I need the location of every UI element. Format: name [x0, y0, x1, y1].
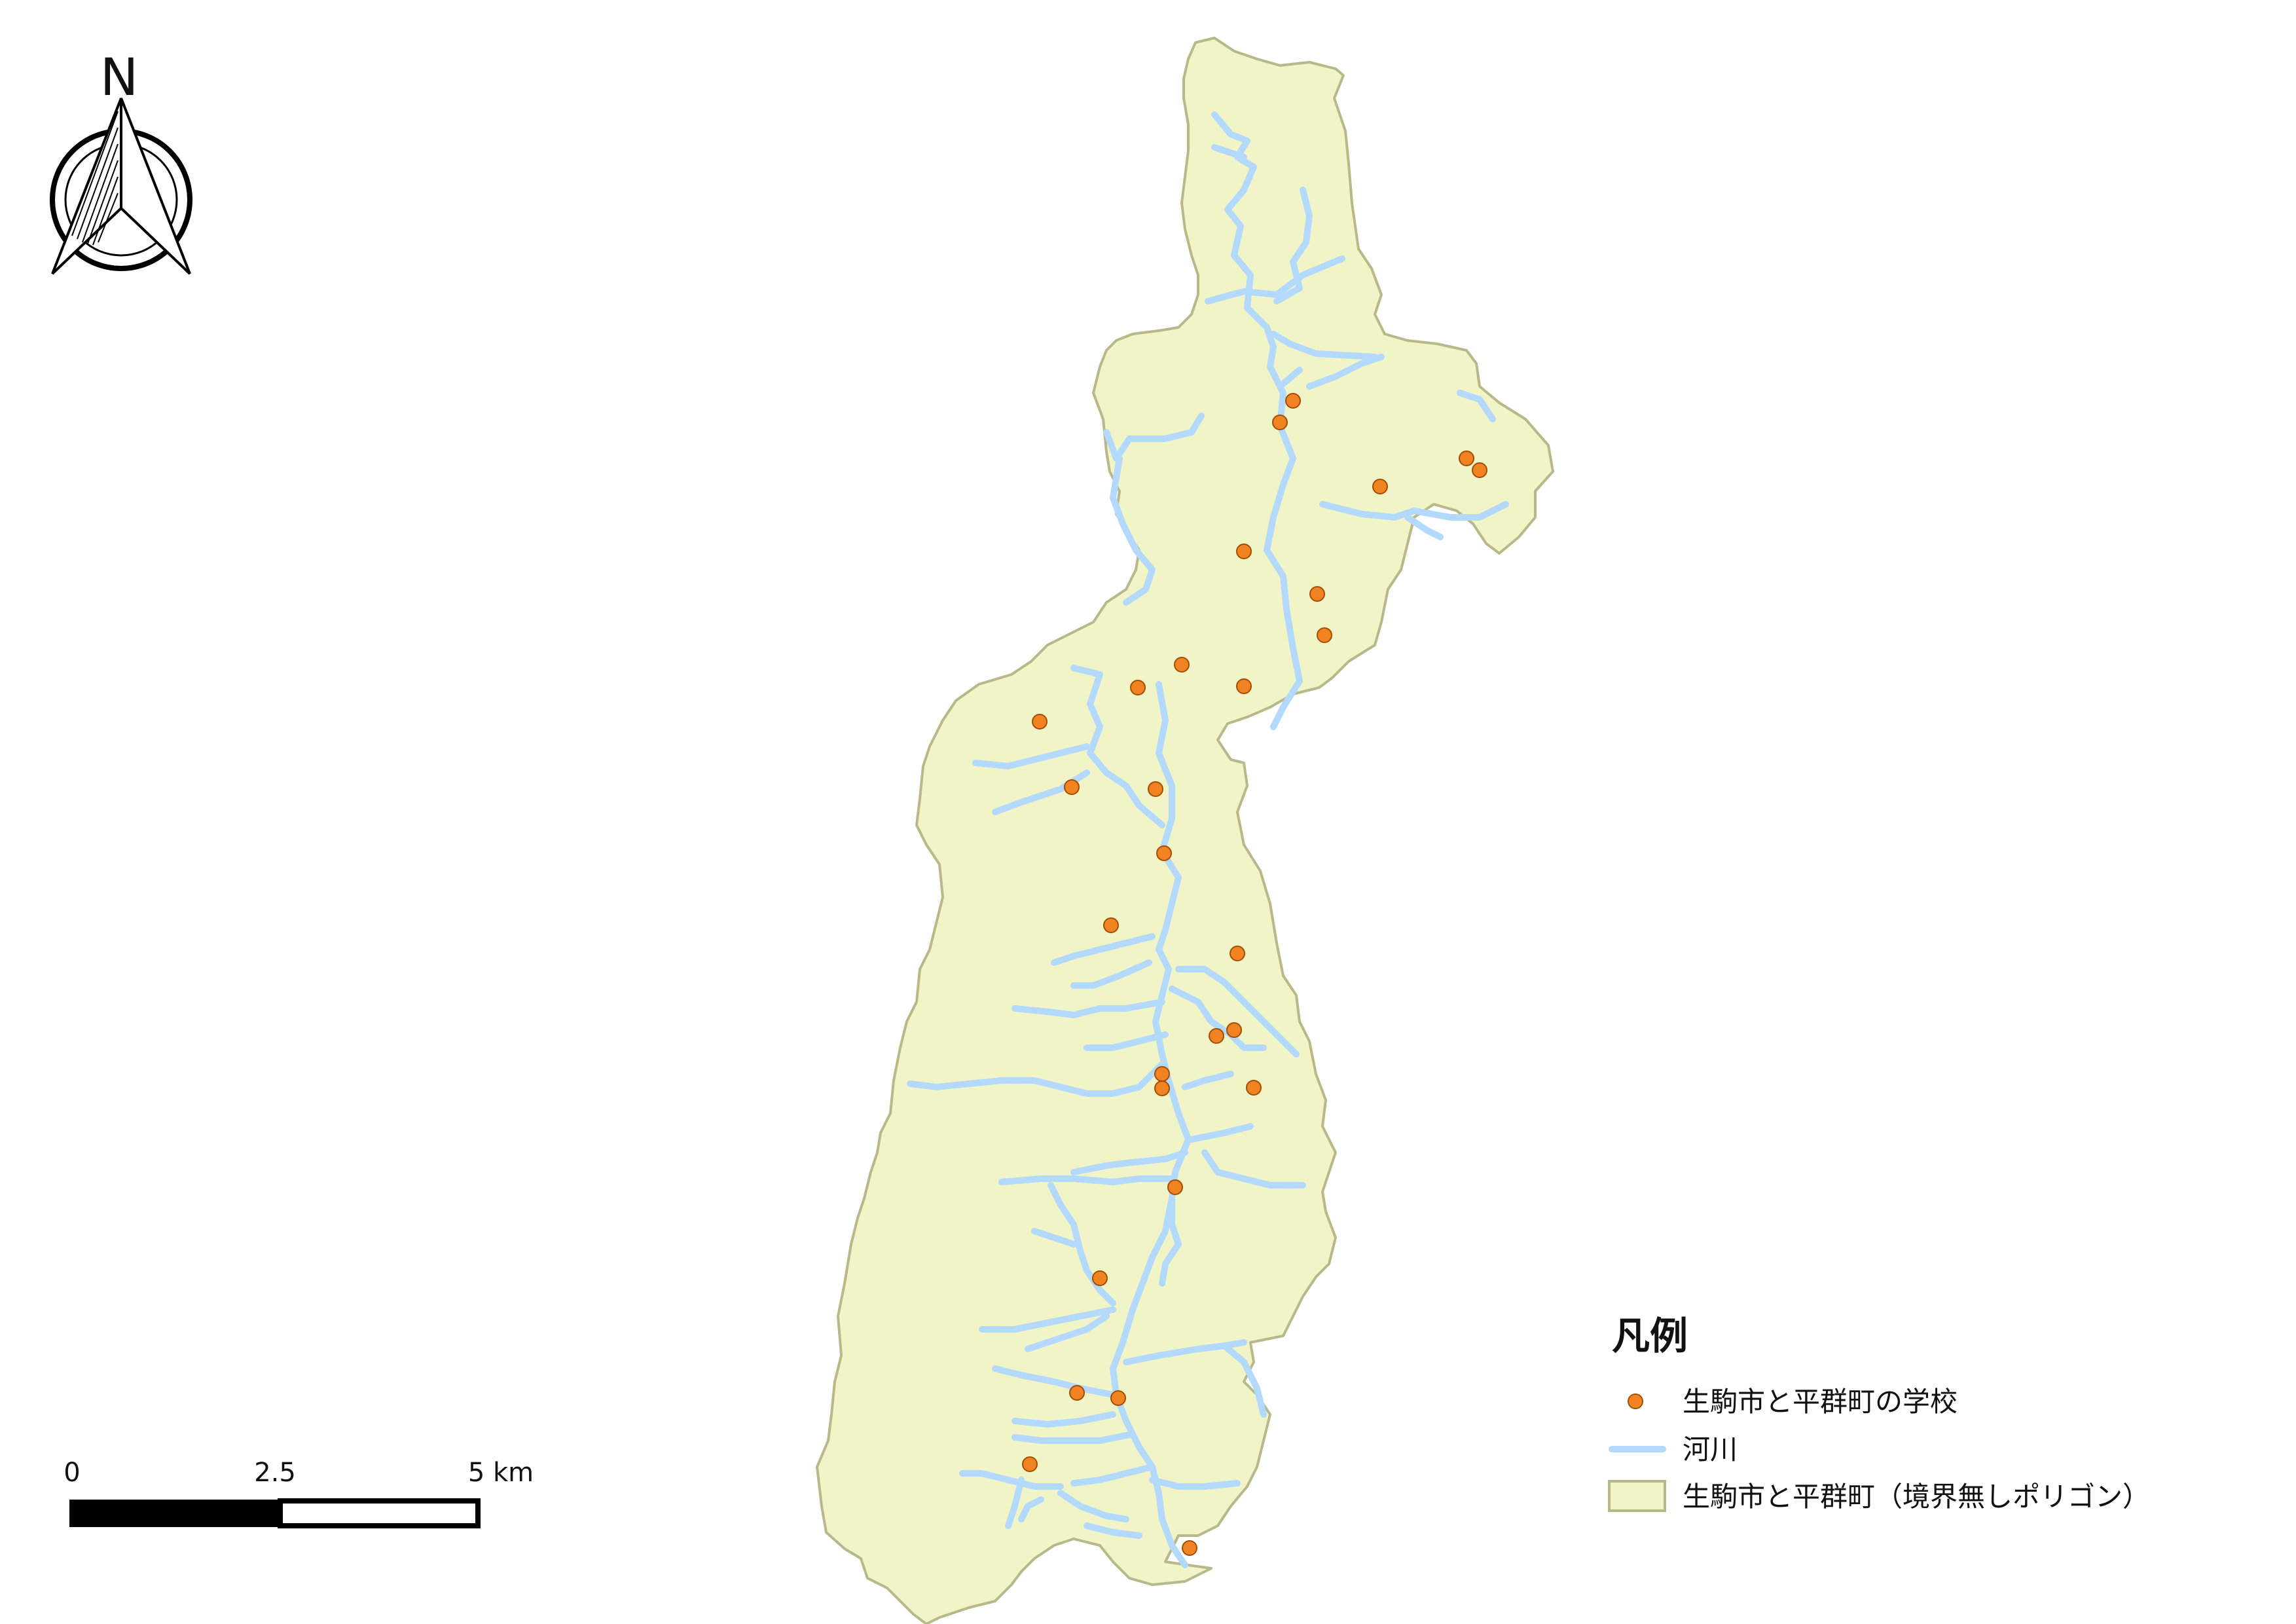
school-point[interactable]	[1236, 544, 1252, 559]
school-point[interactable]	[1246, 1080, 1262, 1096]
river-line	[1070, 1464, 1156, 1486]
school-point[interactable]	[1148, 781, 1163, 797]
school-point[interactable]	[1064, 779, 1080, 795]
school-point[interactable]	[1472, 462, 1487, 478]
school-point[interactable]	[1110, 1390, 1126, 1406]
river-line	[1169, 986, 1267, 1051]
school-point[interactable]	[1069, 1385, 1085, 1401]
river-line	[1031, 1228, 1077, 1247]
river-network	[907, 111, 1509, 1568]
river-line	[1273, 187, 1313, 304]
municipality-polygon	[816, 37, 1554, 1624]
river-line	[1277, 367, 1303, 390]
river-line	[1205, 288, 1280, 304]
school-point[interactable]	[1130, 680, 1146, 695]
river-line	[1025, 1313, 1110, 1352]
river-line	[1175, 966, 1300, 1058]
school-point[interactable]	[1459, 451, 1474, 466]
river-line	[1319, 501, 1509, 521]
legend-label-rivers: 河川	[1683, 1433, 1738, 1466]
river-line	[1084, 1031, 1169, 1051]
river-line	[959, 1470, 1064, 1490]
river-line	[1057, 1490, 1129, 1522]
river-line	[1070, 1149, 1188, 1175]
river-line	[1404, 514, 1444, 540]
north-label: N	[100, 48, 138, 107]
school-point[interactable]	[1182, 1540, 1197, 1556]
school-point[interactable]	[1103, 917, 1119, 933]
legend-polygon-symbol	[1608, 1480, 1666, 1512]
river-line	[1051, 933, 1156, 966]
legend-label-schools: 生駒市と平群町の学校	[1683, 1386, 1958, 1418]
river-line	[1110, 1306, 1188, 1568]
school-point[interactable]	[1156, 845, 1172, 861]
north-arrow: N	[50, 48, 192, 275]
river-line	[1201, 1149, 1306, 1189]
school-point[interactable]	[1226, 1022, 1242, 1038]
scale-bar: 0 2.5 5 km	[64, 1458, 534, 1528]
school-point[interactable]	[1022, 1456, 1038, 1472]
river-line	[1270, 331, 1378, 360]
legend: 凡例 生駒市と平群町の学校 河川 生駒市と平群町（境界無しポリゴン）	[1608, 1314, 2150, 1513]
legend-title: 凡例	[1612, 1314, 1688, 1358]
scale-segment-black	[69, 1500, 282, 1527]
river-line	[1221, 1342, 1267, 1418]
school-point[interactable]	[1032, 714, 1048, 729]
river-line	[1457, 390, 1496, 422]
school-point[interactable]	[1372, 479, 1388, 494]
school-point[interactable]	[1230, 946, 1245, 961]
scale-tick-end: 5 km	[468, 1458, 534, 1488]
river-line	[1011, 1431, 1136, 1444]
legend-point-symbol	[1628, 1393, 1643, 1409]
river-line	[1018, 1496, 1044, 1522]
school-point[interactable]	[1154, 1080, 1170, 1096]
school-point[interactable]	[1317, 627, 1332, 643]
river-line	[1211, 144, 1247, 160]
river-line	[1011, 999, 1165, 1018]
river-line	[1123, 1339, 1247, 1365]
school-point[interactable]	[1167, 1179, 1183, 1195]
scale-segment-white	[278, 1498, 481, 1528]
river-line	[1182, 1071, 1234, 1090]
school-point[interactable]	[1309, 586, 1325, 602]
river-line	[998, 1175, 1175, 1185]
river-line	[972, 743, 1090, 769]
river-line	[1273, 255, 1345, 298]
river-line	[1211, 111, 1303, 730]
river-line	[1188, 1123, 1254, 1143]
school-point[interactable]	[1092, 1270, 1108, 1286]
river-line	[992, 1365, 1116, 1398]
river-line	[1110, 455, 1156, 606]
school-point[interactable]	[1174, 657, 1190, 673]
river-line	[1306, 354, 1385, 390]
legend-label-polygon: 生駒市と平群町（境界無しポリゴン）	[1683, 1481, 2150, 1513]
scale-tick-0: 0	[64, 1458, 80, 1488]
school-point[interactable]	[1154, 1066, 1170, 1082]
river-line	[1159, 1195, 1182, 1287]
river-line	[1048, 1182, 1116, 1306]
river-line	[1070, 665, 1165, 828]
river-line	[1084, 1522, 1142, 1539]
school-point[interactable]	[1209, 1028, 1224, 1044]
scale-tick-mid: 2.5	[254, 1458, 296, 1488]
river-line	[907, 1061, 1165, 1097]
school-point[interactable]	[1236, 678, 1252, 694]
north-arrow-icon	[51, 98, 122, 275]
river-line	[1011, 1411, 1116, 1428]
river-line	[979, 1306, 1116, 1333]
river-line	[1103, 413, 1205, 462]
river-line	[1070, 959, 1152, 989]
school-points	[1022, 393, 1487, 1556]
school-point[interactable]	[1272, 415, 1288, 430]
river-line	[1005, 1477, 1025, 1529]
river-line	[1149, 1477, 1241, 1490]
school-point[interactable]	[1285, 393, 1301, 409]
